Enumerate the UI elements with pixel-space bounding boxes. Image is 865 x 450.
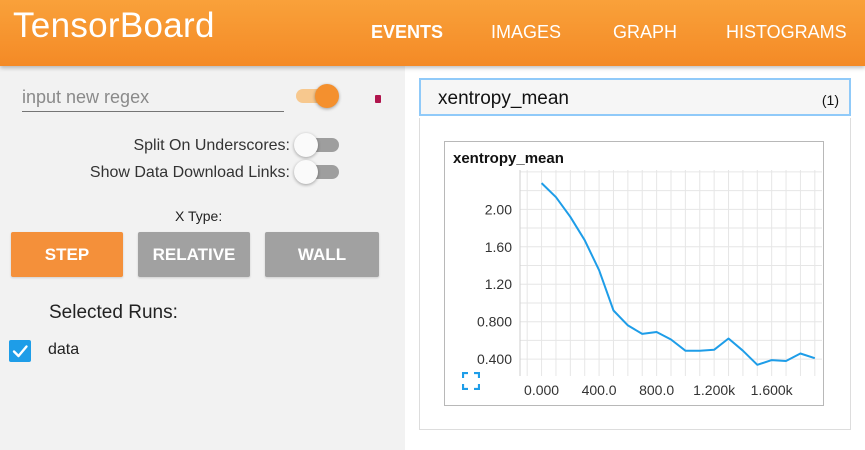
split-underscores-toggle[interactable] [294, 133, 318, 157]
y-tick-label: 1.20 [485, 276, 512, 292]
x-tick-label: 1.200k [693, 382, 736, 398]
selected-runs-label: Selected Runs: [49, 302, 178, 323]
x-tick-label: 400.0 [582, 382, 617, 398]
category-header[interactable]: xentropy_mean (1) [419, 78, 851, 116]
chart-card: xentropy_mean 0.400 0.800 1.20 1.60 2.00 0.00… [444, 141, 824, 406]
download-links-toggle[interactable] [294, 160, 318, 184]
chart-title: xentropy_mean [453, 150, 564, 167]
tab-events[interactable]: EVENTS [371, 22, 444, 42]
y-tick-label: 2.00 [485, 201, 512, 217]
expand-icon[interactable] [462, 372, 480, 390]
run-label-data: data [48, 341, 80, 358]
x-tick-label: 0.000 [524, 382, 559, 398]
x-type-wall-button[interactable]: WALL [265, 232, 379, 277]
x-type-label: X Type: [175, 208, 223, 224]
x-tick-label: 800.0 [639, 382, 674, 398]
y-tick-label: 0.400 [477, 351, 512, 367]
category-name: xentropy_mean [438, 88, 569, 109]
category-count: (1) [821, 92, 839, 108]
regex-toggle[interactable] [315, 84, 339, 108]
tab-histograms[interactable]: HISTOGRAMS [726, 22, 847, 42]
x-tick-label: 1.600k [751, 382, 794, 398]
checkmark-icon [12, 345, 28, 358]
x-type-relative-button[interactable]: RELATIVE [138, 232, 250, 277]
tab-graph[interactable]: GRAPH [613, 22, 678, 42]
run-checkbox-data[interactable] [9, 340, 31, 362]
y-tick-label: 1.60 [485, 239, 512, 255]
y-tick-label: 0.800 [477, 314, 512, 330]
download-links-label: Show Data Download Links: [89, 164, 290, 181]
line-chart[interactable]: 0.400 0.800 1.20 1.60 2.00 0.000 400.0 800.0 1.2… [445, 142, 823, 405]
tab-images[interactable]: IMAGES [491, 22, 562, 42]
regex-input[interactable] [22, 83, 284, 112]
app-title: TensorBoard [13, 6, 215, 45]
top-app-bar: TensorBoard EVENTS IMAGES GRAPH HISTOGRA… [0, 0, 865, 66]
split-underscores-label: Split On Underscores: [133, 137, 290, 154]
series-line-data [540, 182, 816, 366]
x-type-step-button[interactable]: STEP [11, 232, 123, 277]
regex-status-icon [375, 95, 381, 103]
